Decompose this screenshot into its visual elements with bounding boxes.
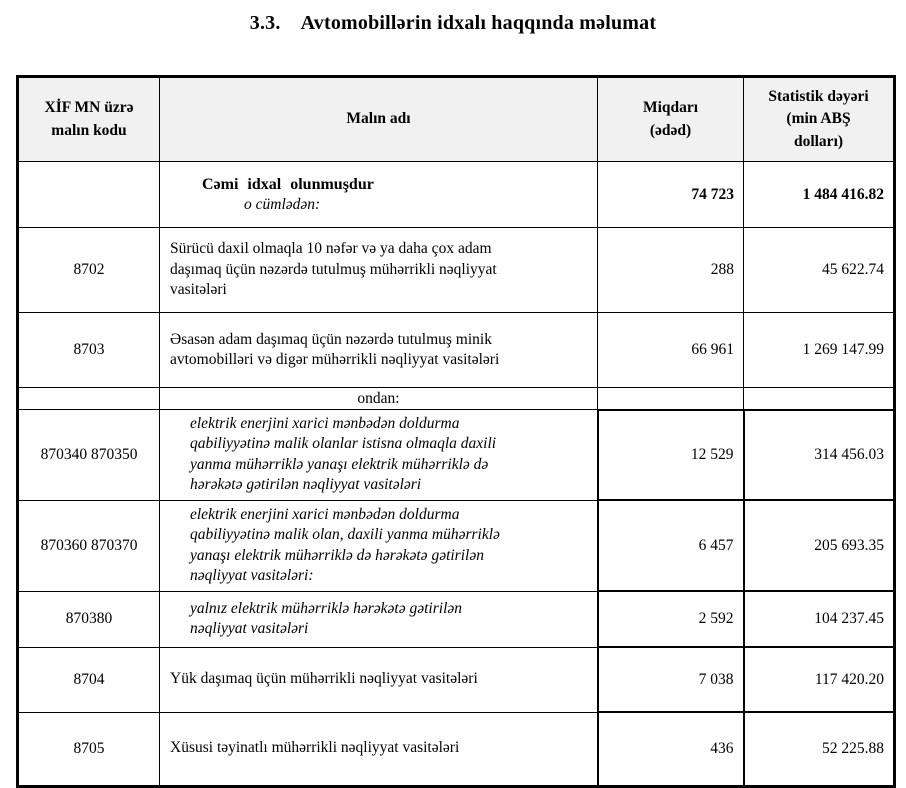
cell-product-code: 8705 xyxy=(17,711,160,787)
cell-product-code: 870340 870350 xyxy=(17,409,160,501)
table-header: XİF MN üzrə malın kodu Malın adı Miqdarı… xyxy=(17,76,895,162)
table-body: Cəmi idxal olunmuşdur o cümlədən: 74 723 1 … xyxy=(17,161,896,788)
cell-statistic-value: 1 484 416.82 xyxy=(743,161,895,228)
cell-product-name: elektrik enerjini xarici mənbədən doldur… xyxy=(159,499,598,592)
cell-product-name: Yük daşımaq üçün mühərrikli nəqliyyat va… xyxy=(159,646,598,713)
cell-statistic-value xyxy=(743,387,895,410)
header-name-column: Malın adı xyxy=(159,76,598,162)
header-value-column: Statistik dəyəri (min ABŞ dolları) xyxy=(743,76,895,162)
table-row: ondan: xyxy=(17,387,895,410)
cell-quantity: 12 529 xyxy=(596,408,745,502)
cell-statistic-value: 104 237.45 xyxy=(742,590,896,649)
cell-product-name: Cəmi idxal olunmuşdur o cümlədən: xyxy=(159,161,598,228)
cell-product-name: Xüsusi təyinatlı mühərrikli nəqliyyat va… xyxy=(159,711,598,787)
table-row: 870340 870350 elektrik enerjini xarici mə… xyxy=(17,408,896,502)
cell-quantity: 288 xyxy=(597,227,744,313)
table-row: 8704 Yük daşımaq üçün mühərrikli nəqliyya… xyxy=(17,646,896,714)
table-row: 870380 yalnız elektrik mühərriklə hərəkət… xyxy=(17,590,896,649)
cell-statistic-value: 117 420.20 xyxy=(742,646,896,714)
cell-product-code: 8704 xyxy=(17,646,160,713)
total-label: Cəmi idxal olunmuşdur xyxy=(202,175,374,193)
cell-product-code: 870380 xyxy=(17,590,160,648)
cell-product-code: 8703 xyxy=(17,312,160,388)
cell-product-name: elektrik enerjini xarici mənbədən doldur… xyxy=(159,409,598,501)
total-subnote: o cümlədən: xyxy=(244,195,321,213)
import-table: XİF MN üzrə malın kodu Malın adı Miqdarı… xyxy=(16,75,896,788)
cell-statistic-value: 1 269 147.99 xyxy=(743,312,895,388)
section-title-text: Avtomobillərin idxalı haqqında məlumat xyxy=(300,12,657,34)
cell-product-name: Əsasən adam daşımaq üçün nəzərdə tutulmu… xyxy=(159,312,598,388)
cell-quantity: 436 xyxy=(596,711,745,788)
cell-quantity: 6 457 xyxy=(596,499,745,593)
cell-statistic-value: 45 622.74 xyxy=(743,227,895,313)
table-row: 8702 Sürücü daxil olmaqla 10 nəfər və ya … xyxy=(17,227,895,313)
cell-quantity: 74 723 xyxy=(597,161,744,228)
table-row: 870360 870370 elektrik enerjini xarici mə… xyxy=(17,499,896,593)
cell-quantity xyxy=(597,387,744,410)
table-row: 8705 Xüsusi təyinatlı mühərrikli nəqliyya… xyxy=(17,711,896,788)
cell-statistic-value: 314 456.03 xyxy=(742,408,896,502)
section-number: 3.3. xyxy=(249,12,281,34)
header-quantity-column: Miqdarı (ədəd) xyxy=(597,76,744,162)
cell-quantity: 66 961 xyxy=(597,312,744,388)
cell-product-name: ondan: xyxy=(159,387,598,410)
section-title: 3.3. Avtomobillərin idxalı haqqında məlum… xyxy=(0,0,906,35)
cell-quantity: 7 038 xyxy=(596,646,745,714)
table-row: Cəmi idxal olunmuşdur o cümlədən: 74 723 1 … xyxy=(17,161,895,228)
cell-product-name: Sürücü daxil olmaqla 10 nəfər və ya daha… xyxy=(159,227,598,313)
cell-product-code: 870360 870370 xyxy=(17,499,160,592)
cell-product-code xyxy=(17,161,160,228)
cell-product-code: 8702 xyxy=(17,227,160,313)
cell-product-code xyxy=(17,387,160,410)
cell-product-name: yalnız elektrik mühərriklə hərəkətə gəti… xyxy=(159,590,598,648)
cell-statistic-value: 205 693.35 xyxy=(742,499,896,593)
table-row: 8703 Əsasən adam daşımaq üçün nəzərdə tut… xyxy=(17,312,895,388)
cell-statistic-value: 52 225.88 xyxy=(742,711,896,788)
header-row: XİF MN üzrə malın kodu Malın adı Miqdarı… xyxy=(17,76,895,162)
header-code-column: XİF MN üzrə malın kodu xyxy=(17,76,160,162)
cell-quantity: 2 592 xyxy=(596,590,745,649)
